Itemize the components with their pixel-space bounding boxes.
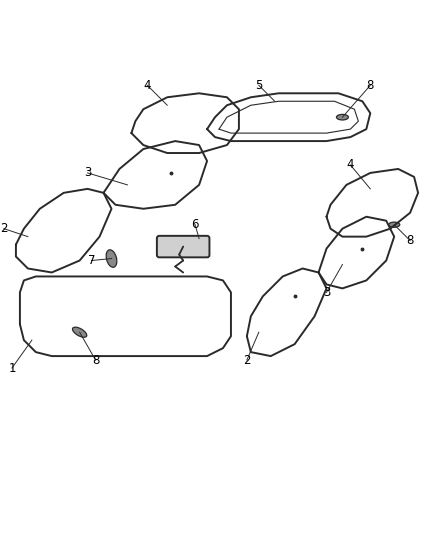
Text: 7: 7	[88, 254, 95, 267]
Text: 6: 6	[191, 218, 199, 231]
Text: 3: 3	[84, 166, 91, 180]
Text: 4: 4	[346, 158, 354, 172]
FancyBboxPatch shape	[157, 236, 209, 257]
Text: 8: 8	[406, 234, 414, 247]
Text: 2: 2	[243, 353, 251, 367]
Text: 4: 4	[144, 79, 151, 92]
Ellipse shape	[106, 250, 117, 267]
Text: 1: 1	[8, 361, 16, 375]
Text: 2: 2	[0, 222, 8, 235]
Text: 8: 8	[92, 353, 99, 367]
Ellipse shape	[389, 222, 400, 227]
Text: 5: 5	[255, 79, 262, 92]
Ellipse shape	[336, 115, 348, 120]
Ellipse shape	[73, 327, 87, 337]
Text: 3: 3	[323, 286, 330, 299]
Text: 8: 8	[367, 79, 374, 92]
